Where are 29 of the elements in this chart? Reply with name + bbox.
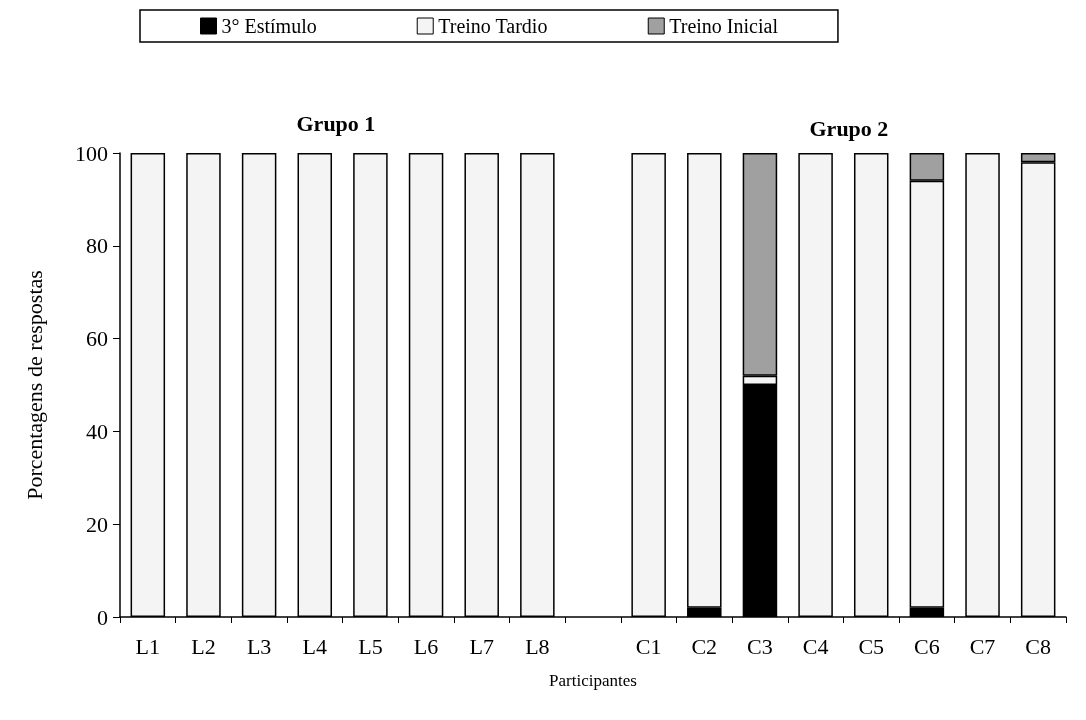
x-tick-label: C2 [691,633,718,659]
y-tick-label: 40 [86,418,108,444]
x-tick-label: L2 [191,633,216,659]
x-tick-label: C4 [802,633,829,659]
y-tick-label: 80 [86,233,108,259]
y-axis-title: Porcentagens de respostas [21,270,47,500]
x-tick-label: L3 [246,633,272,659]
y-tick-label: 0 [97,604,108,630]
legend-label: Treino Inicial [669,15,779,37]
x-tick-label: C7 [969,633,996,659]
x-tick-label: C3 [747,633,773,659]
legend-label: Treino Tardio [438,15,548,37]
x-tick-label: L1 [135,633,161,659]
y-tick-label: 20 [86,511,108,537]
y-tick-label: 60 [86,326,108,352]
x-tick-label: L6 [413,633,439,659]
x-tick-label: L4 [302,633,327,659]
x-tick-label: L5 [358,633,383,659]
legend-label: 3° Estímulo [221,15,317,37]
x-axis-title: Participantes [549,671,637,690]
x-tick-label: C8 [1025,633,1052,659]
x-tick-label: C5 [858,633,885,659]
text: Grupo 1 [296,110,376,136]
y-tick-label: 100 [75,140,108,166]
x-tick-label: L7 [469,633,494,659]
x-tick-label: C6 [914,633,940,659]
x-tick-label: C1 [635,633,662,659]
x-tick-label: L8 [525,633,550,659]
text: Grupo 2 [809,115,889,141]
